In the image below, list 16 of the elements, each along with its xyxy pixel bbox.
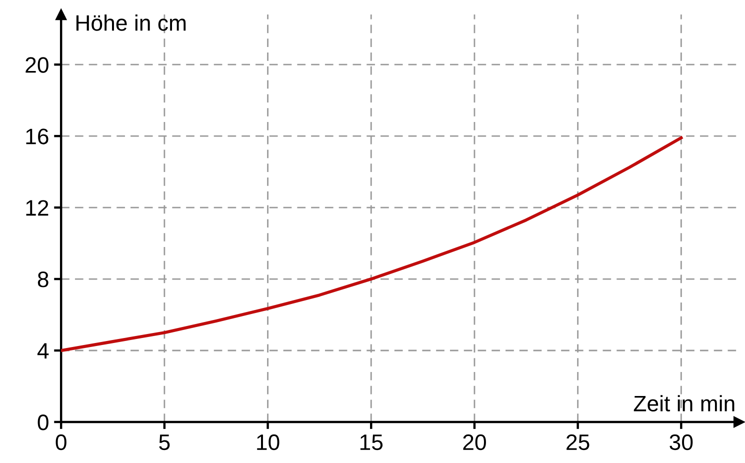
y-tick-label: 20 bbox=[26, 57, 48, 73]
x-tick-label: 20 bbox=[463, 434, 486, 450]
y-axis-title: Höhe in cm bbox=[76, 14, 186, 31]
x-tick-label: 30 bbox=[670, 434, 693, 450]
x-tick-label: 10 bbox=[257, 434, 280, 450]
line-series bbox=[61, 136, 683, 352]
x-tick-label: 25 bbox=[566, 434, 590, 450]
y-tick-label: 12 bbox=[26, 200, 48, 216]
x-tick-label: 5 bbox=[159, 434, 170, 450]
x-axis-title: Zeit in min bbox=[634, 395, 734, 412]
y-tick-label: 0 bbox=[38, 414, 48, 430]
x-tick-label: 15 bbox=[360, 434, 383, 450]
y-tick-label: 16 bbox=[26, 128, 48, 144]
y-tick-label: 4 bbox=[37, 343, 49, 359]
x-tick-label: 0 bbox=[56, 434, 66, 450]
y-tick-label: 8 bbox=[38, 272, 48, 288]
